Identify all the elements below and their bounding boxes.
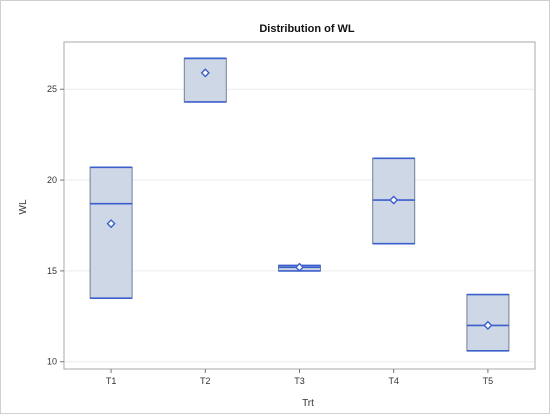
x-axis-label: Trt [302, 398, 314, 409]
y-axis-ticks: 10 15 20 25 [47, 84, 64, 367]
x-tick-label: T4 [388, 376, 399, 386]
y-axis-label: WL [18, 199, 29, 214]
box-body [183, 57, 227, 103]
y-tick-label: 10 [47, 357, 57, 367]
x-tick-label: T2 [200, 376, 211, 386]
y-tick-label: 25 [47, 84, 57, 94]
mean-marker [294, 262, 305, 272]
x-tick-label: T3 [294, 376, 305, 386]
box-T3 [278, 262, 321, 272]
box-T5 [466, 293, 510, 352]
x-tick-label: T1 [106, 376, 117, 386]
y-tick-label: 15 [47, 266, 57, 276]
mean-marker [483, 320, 493, 330]
box-T2 [183, 57, 227, 103]
box-body [89, 166, 133, 299]
x-axis-ticks: T1 T2 T3 T4 T5 [106, 369, 493, 386]
mean-marker [200, 68, 210, 78]
mean-marker [106, 219, 116, 229]
chart-title: Distribution of WL [259, 23, 355, 35]
x-tick-label: T5 [483, 376, 494, 386]
boxes [89, 57, 510, 352]
plot-area [63, 41, 536, 370]
y-tick-label: 20 [47, 175, 57, 185]
mean-marker [389, 195, 399, 205]
box-T1 [89, 166, 133, 299]
box-T4 [372, 157, 416, 245]
